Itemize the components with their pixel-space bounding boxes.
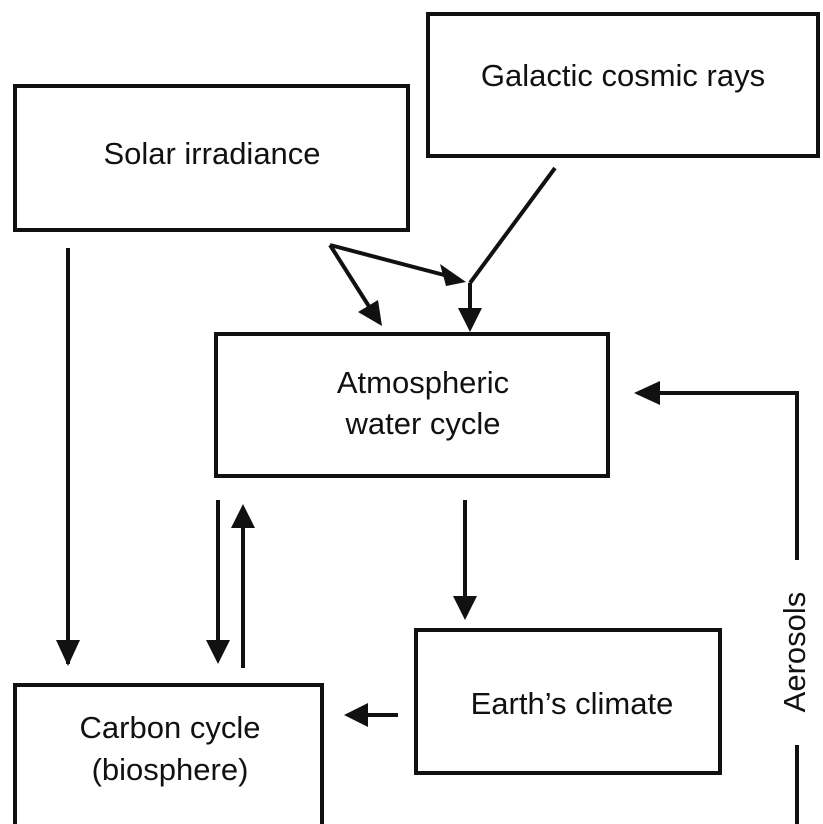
arrow [329,243,449,278]
node-label: Solar irradiance [103,136,320,171]
boxes [13,12,820,824]
arrowhead [358,300,382,326]
arrow [656,391,799,560]
arrowhead [634,381,660,405]
node-box [426,12,820,158]
arrowhead [231,504,255,528]
arrow [468,166,557,285]
arrowhead [458,308,482,332]
edge-label: Aerosols [777,592,812,713]
arrowhead [56,640,80,666]
node-box [13,683,324,824]
node-label: Carbon cycle [80,710,261,745]
arrowhead [344,703,368,727]
node-box [13,84,410,232]
node-label: Galactic cosmic rays [481,58,765,93]
arrowhead [453,596,477,620]
labels: Galactic cosmic rays Solar irradiance At… [80,58,813,787]
arrows [56,166,799,824]
arrowhead [440,264,466,286]
node-label: water cycle [344,406,500,441]
node-label: Earth’s climate [471,686,674,721]
node-box [414,628,722,775]
arrowhead [206,640,230,664]
node-box [214,332,610,478]
node-label: Atmospheric [337,365,509,400]
node-label: (biosphere) [92,752,249,787]
arrow [328,243,372,310]
